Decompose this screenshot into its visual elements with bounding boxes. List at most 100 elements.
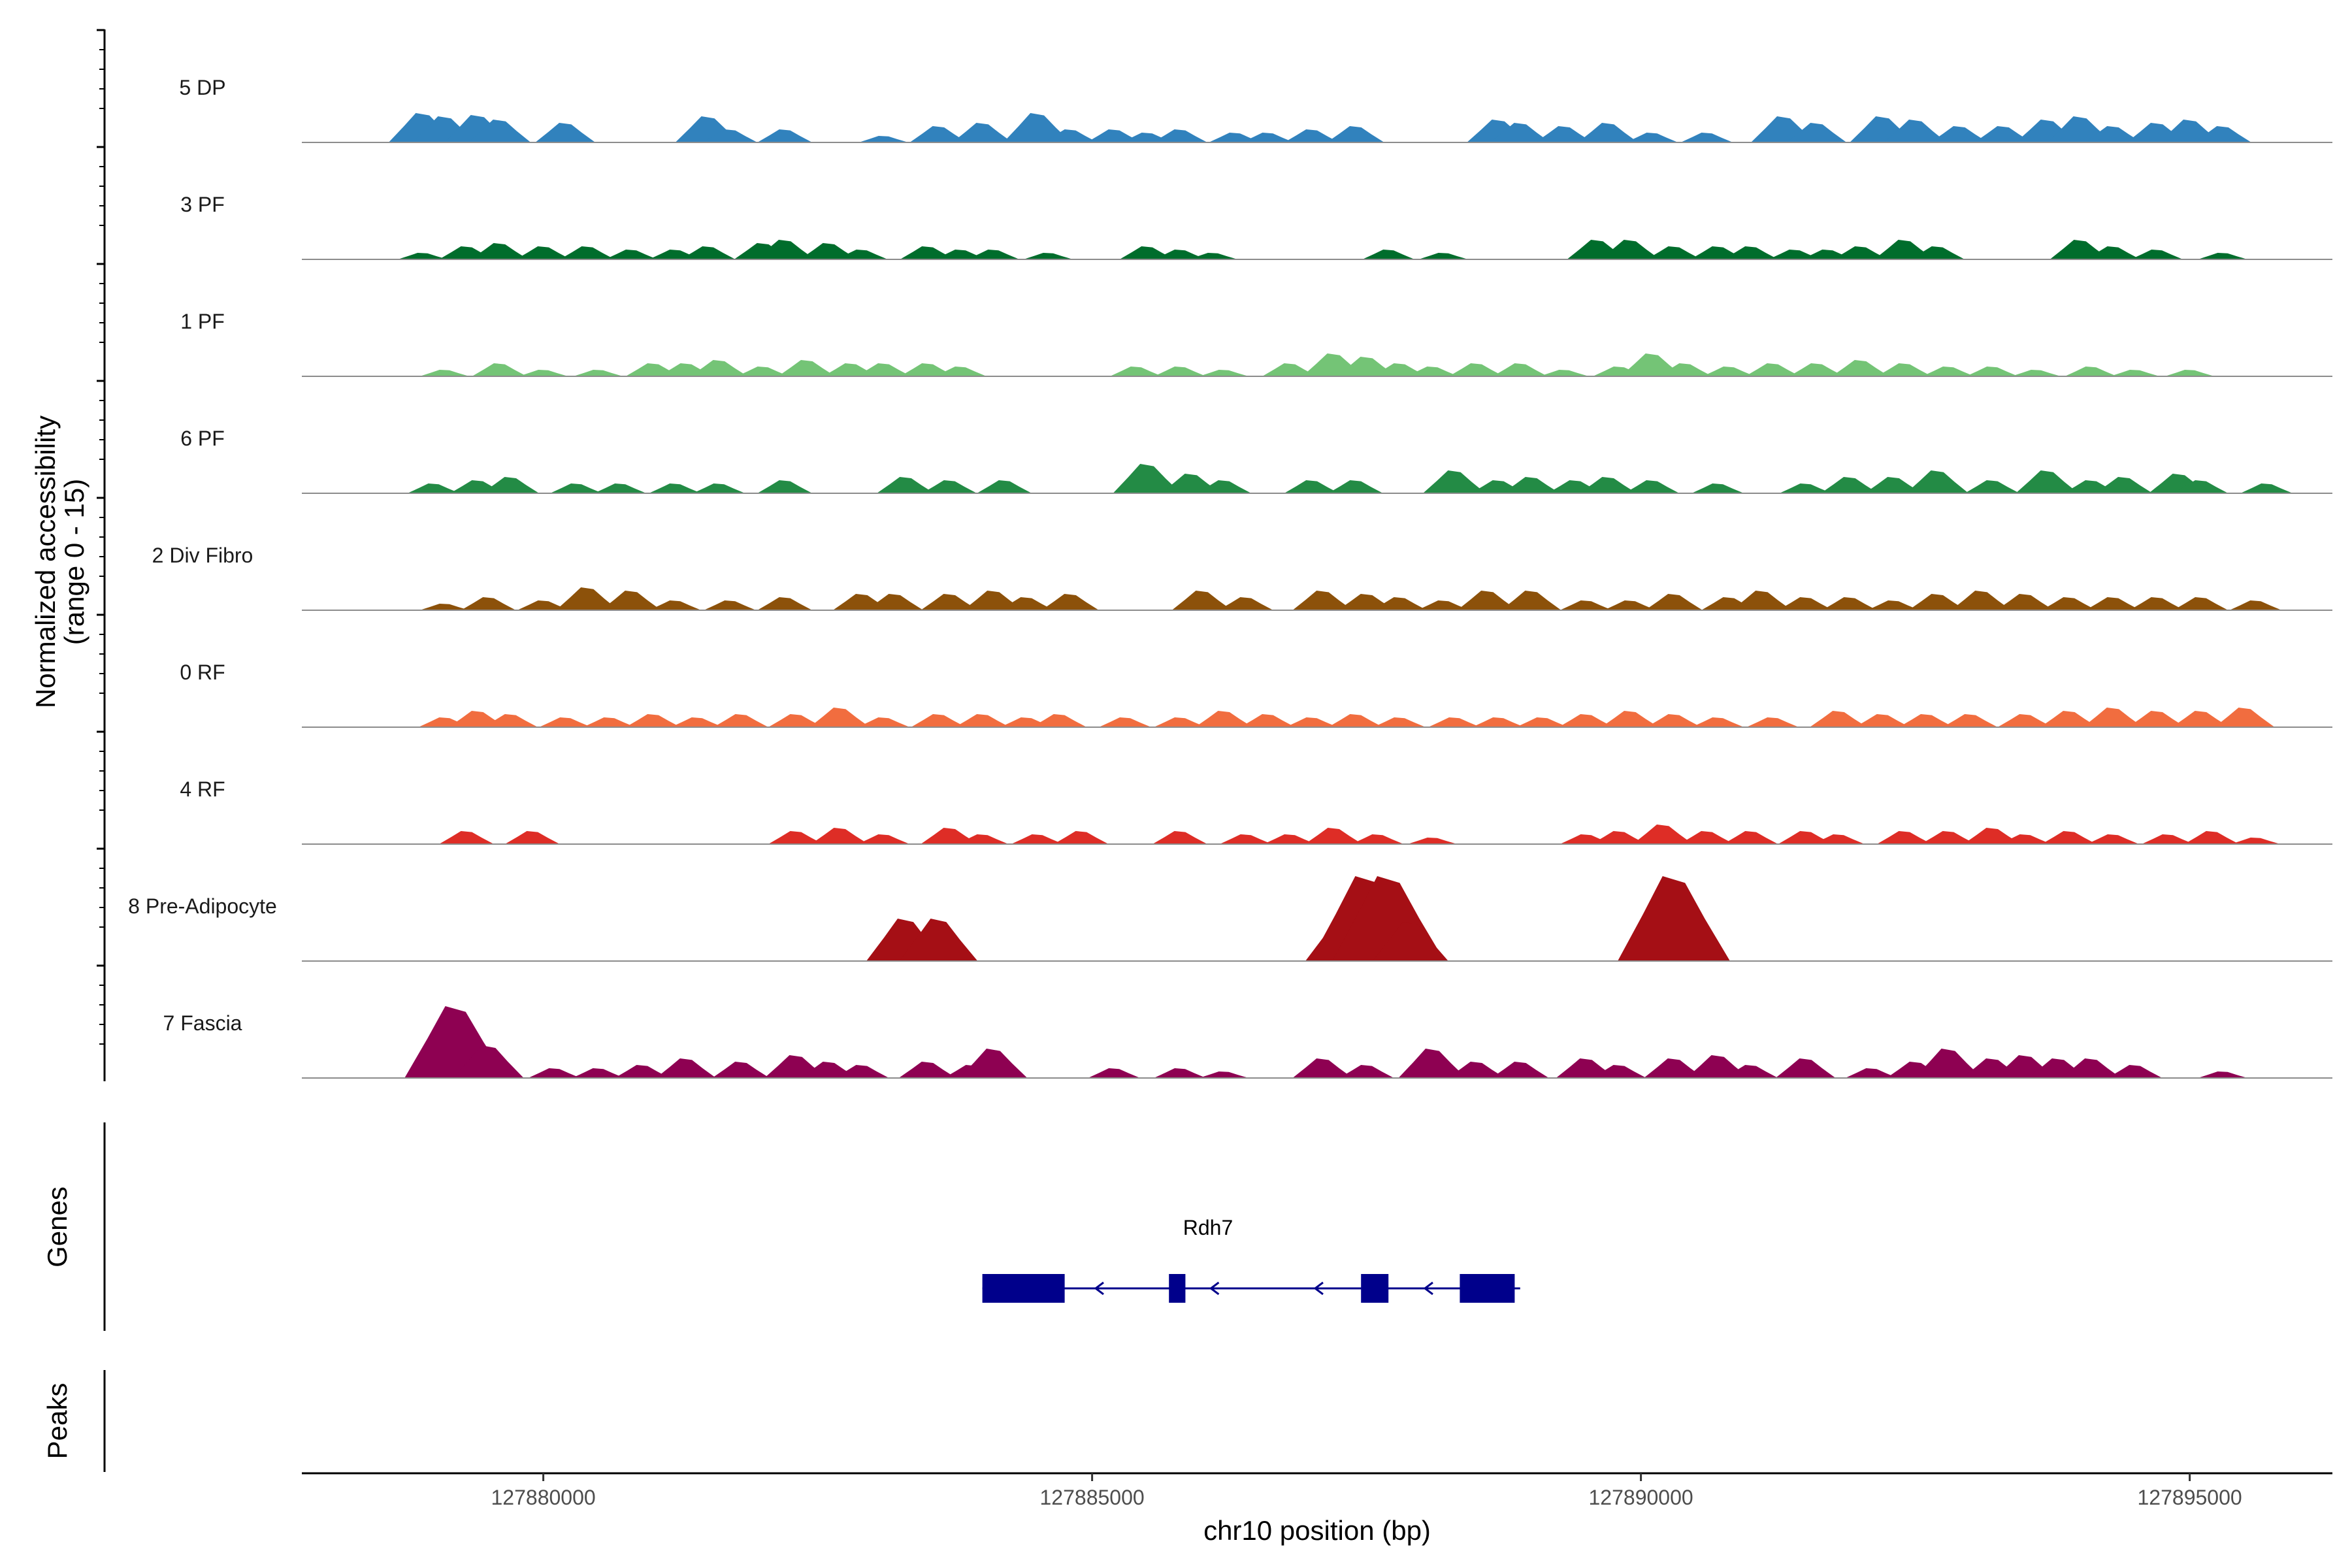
coverage-peak xyxy=(1906,470,1969,493)
coverage-peak xyxy=(2085,597,2140,610)
coverage-peak xyxy=(1152,129,1207,142)
coverage-peak xyxy=(921,594,979,610)
coverage-peak xyxy=(1691,483,1744,493)
coverage-peak xyxy=(2131,250,2183,259)
coverage-peak xyxy=(614,1065,670,1078)
coverage-peak xyxy=(649,600,702,610)
coverage-peak xyxy=(1820,477,1878,493)
coverage-peak xyxy=(1922,367,1974,376)
coverage-peak xyxy=(757,129,813,142)
coverage-peak xyxy=(922,480,977,493)
coverage-peak xyxy=(1775,1058,1836,1078)
coverage-peak xyxy=(419,604,470,610)
coverage-peak xyxy=(1428,717,1480,727)
coverage-peak xyxy=(1703,367,1755,376)
coverage-peak xyxy=(482,477,540,493)
coverage-peak xyxy=(1362,250,1415,259)
coverage-peak xyxy=(835,250,888,259)
coverage-peak xyxy=(977,480,1032,493)
coverage-peak xyxy=(1876,363,1932,376)
coverage-peak xyxy=(900,246,955,259)
coverage-peak xyxy=(1999,834,2051,844)
coverage-peak xyxy=(2011,370,2061,376)
coverage-peak xyxy=(2110,370,2160,376)
coverage-peak xyxy=(1088,1068,1141,1078)
coverage-peak xyxy=(1099,717,1151,727)
coverage-peak xyxy=(1023,253,1073,259)
x-tick-label: 127885000 xyxy=(1040,1486,1145,1509)
coverage-peak xyxy=(1974,126,2032,142)
coverage-peak xyxy=(2173,480,2229,493)
coverage-peak xyxy=(2240,483,2293,493)
coverage-peak xyxy=(858,136,909,142)
coverage-peak xyxy=(1966,367,2019,376)
gene-exon xyxy=(982,1274,1065,1303)
coverage-peak xyxy=(397,253,448,259)
coverage-peak xyxy=(1951,591,2012,610)
coverage-peak xyxy=(1679,831,1735,844)
coverage-peak xyxy=(1723,831,1778,844)
coverage-peak xyxy=(2041,597,2097,610)
track-label: 0 RF xyxy=(180,661,225,684)
coverage-peak xyxy=(1398,1049,1467,1078)
coverage-peak xyxy=(857,834,910,844)
coverage-peak xyxy=(1746,717,1799,727)
coverage-peak xyxy=(1786,123,1847,142)
coverage-peak xyxy=(755,240,815,259)
coverage-peak xyxy=(1833,246,1888,259)
coverage-peak xyxy=(1723,1065,1778,1078)
coverage-peak xyxy=(1867,600,1919,610)
gene-model xyxy=(982,1274,1520,1303)
y-axis xyxy=(97,29,106,1081)
coverage-peak xyxy=(1930,126,1988,142)
coverage-peak xyxy=(934,367,987,376)
coverage-peak xyxy=(2084,126,2142,142)
coverage-peak xyxy=(1292,1058,1353,1078)
coverage-peak xyxy=(573,370,623,376)
gene-exon xyxy=(1460,1274,1515,1303)
coverage-peak xyxy=(555,587,619,610)
coverage-peak xyxy=(2142,834,2194,844)
coverage-peak xyxy=(1646,714,1701,727)
coverage-peak xyxy=(1865,477,1922,493)
coverage-peak xyxy=(1372,363,1427,376)
coverage-peak xyxy=(2184,831,2240,844)
coverage-peak xyxy=(898,1062,956,1078)
coverage-peak xyxy=(2128,711,2186,727)
coverage-peak xyxy=(1447,1062,1505,1078)
coverage-peak xyxy=(472,363,527,376)
coverage-peak xyxy=(1448,363,1504,376)
coverage-peak xyxy=(1592,1065,1646,1078)
coverage-peak xyxy=(2095,477,2153,493)
track-5-dp: 5 DP xyxy=(179,76,2332,143)
coverage-peak xyxy=(1876,831,1932,844)
peaks-panel-title: Peaks xyxy=(42,1383,73,1460)
track-label: 3 PF xyxy=(180,193,225,216)
coverage-peak xyxy=(2198,253,2247,259)
track-label: 8 Pre-Adipocyte xyxy=(128,894,277,918)
coverage-peak xyxy=(1328,714,1383,727)
coverage-peak xyxy=(2129,597,2185,610)
coverage-peak xyxy=(768,714,823,727)
coverage-peak xyxy=(680,246,736,259)
coverage-peak xyxy=(483,714,538,727)
coverage-peak xyxy=(1372,597,1427,610)
coverage-peak xyxy=(1326,126,1384,142)
coverage-peak xyxy=(470,243,529,259)
coverage-peak xyxy=(1558,714,1614,727)
coverage-peak xyxy=(518,370,568,376)
coverage-peak xyxy=(1218,597,1273,610)
coverage-peak xyxy=(1113,464,1181,493)
coverage-peak xyxy=(1731,591,1792,610)
coverage-peak xyxy=(800,243,858,259)
coverage-peak xyxy=(909,126,968,142)
track-label: 2 Div Fibro xyxy=(152,544,253,567)
coverage-peak xyxy=(956,834,1009,844)
coverage-peak xyxy=(1812,834,1865,844)
coverage-peak xyxy=(1154,1068,1206,1078)
coverage-peak xyxy=(535,123,596,142)
coverage-peak xyxy=(1490,123,1550,142)
coverage-peak xyxy=(1910,246,1965,259)
coverage-peak xyxy=(1032,714,1087,727)
